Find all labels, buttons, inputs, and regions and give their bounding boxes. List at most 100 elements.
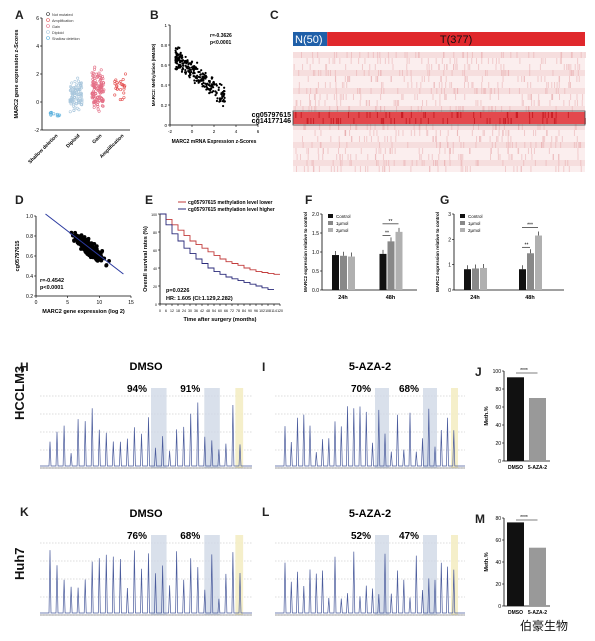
heatmap-cell [298, 70, 300, 76]
heatmap-cell [366, 100, 368, 106]
heatmap-cell [438, 82, 440, 88]
heatmap-cell [382, 82, 384, 88]
heatmap-cell [433, 82, 435, 88]
heatmap-cell [533, 130, 535, 136]
heatmap-cell [455, 64, 457, 70]
heatmap-cell [456, 88, 458, 94]
heatmap-cell [416, 160, 418, 166]
data-point [214, 94, 217, 97]
y-tick-label: 0.4 [26, 274, 33, 280]
cpg-site-column [423, 535, 437, 615]
heatmap-cell [345, 64, 347, 70]
panel-h-pyrogram: DMSO 94% 91% [40, 361, 252, 469]
heatmap-row [293, 136, 585, 142]
heatmap-cell [504, 166, 506, 172]
data-point [94, 82, 98, 86]
heatmap-cell [576, 136, 578, 142]
heatmap-cell [518, 124, 520, 130]
data-point [79, 247, 83, 251]
heatmap-cell [388, 58, 390, 64]
heatmap-cell [329, 124, 331, 130]
heatmap-cell [552, 70, 554, 76]
data-point [206, 82, 209, 85]
heatmap-cell [448, 148, 450, 154]
heatmap-cell [471, 82, 473, 88]
heatmap-cell [463, 142, 465, 148]
data-point [100, 104, 104, 108]
y-tick-label: 0.6 [161, 63, 168, 68]
x-tick-label: 60 [218, 309, 222, 313]
heatmap-cell [383, 166, 385, 172]
heatmap-cell [443, 70, 445, 76]
heatmap-cell [440, 76, 442, 82]
heatmap-cell [540, 76, 542, 82]
heatmap-cell [340, 118, 342, 124]
heatmap-cell [383, 124, 385, 130]
heatmap-cell [483, 130, 485, 136]
heatmap-cell [300, 112, 302, 118]
data-point [86, 236, 91, 241]
heatmap-cell [541, 142, 543, 148]
heatmap-cell [578, 76, 580, 82]
heatmap-cell [355, 124, 357, 130]
heatmap-cell [301, 52, 303, 58]
heatmap-cell [457, 112, 459, 118]
heatmap-cell [354, 166, 356, 172]
heatmap-cell [378, 148, 380, 154]
data-point [179, 61, 182, 64]
data-point [210, 76, 213, 79]
heatmap-cell [462, 166, 464, 172]
data-point [192, 69, 195, 72]
data-point [221, 96, 224, 100]
stat-annotation: r=-0.3626 [210, 33, 232, 39]
heatmap-cell [366, 136, 368, 142]
cpg-site-column [375, 388, 389, 468]
legend-entry: Not mutated [52, 13, 73, 17]
heatmap-cell [482, 130, 484, 136]
heatmap-cell [472, 124, 474, 130]
data-point [90, 96, 94, 100]
heatmap-cell [428, 76, 430, 82]
panel-j-bar: 0 20 40 60 80 100 Meth.% DMSO 5-AZA-2 **** [484, 368, 550, 471]
heatmap-cell [334, 70, 336, 76]
heatmap-cell [313, 94, 315, 100]
heatmap-cell [535, 130, 537, 136]
data-point [198, 70, 201, 74]
heatmap-cell [458, 106, 460, 112]
heatmap-cell [426, 130, 428, 136]
heatmap-cell [413, 124, 415, 130]
heatmap-cell [525, 154, 527, 160]
control-column [235, 535, 244, 615]
heatmap-cell [444, 160, 446, 166]
heatmap-cell [406, 58, 408, 64]
heatmap-cell [465, 166, 467, 172]
heatmap-cell [546, 118, 548, 124]
heatmap-cell [502, 130, 504, 136]
y-tick-label: 0 [36, 100, 39, 106]
data-point [101, 90, 105, 94]
heatmap-cell [430, 88, 432, 94]
data-point [201, 75, 204, 79]
panel-label-m: M [475, 512, 485, 526]
legend-entry: Control [336, 214, 351, 219]
data-point [68, 110, 72, 114]
heatmap-cell [318, 166, 320, 172]
cpg-site-column [423, 388, 437, 468]
heatmap-cell [411, 160, 413, 166]
heatmap-cell [320, 142, 322, 148]
heatmap-cell [367, 154, 369, 160]
heatmap-cell [462, 70, 464, 76]
heatmap-cell [393, 100, 395, 106]
heatmap-cell [577, 64, 579, 70]
heatmap-cell [576, 76, 578, 82]
heatmap-row [293, 142, 585, 148]
heatmap-cell [417, 52, 419, 58]
heatmap-cell [334, 76, 336, 82]
heatmap-cell [294, 106, 296, 112]
heatmap-cell [293, 64, 295, 70]
heatmap-cell [359, 166, 361, 172]
heatmap-cell [504, 118, 506, 124]
cpg-site-column [375, 535, 389, 615]
heatmap-cell [447, 118, 449, 124]
heatmap-cell [376, 130, 378, 136]
